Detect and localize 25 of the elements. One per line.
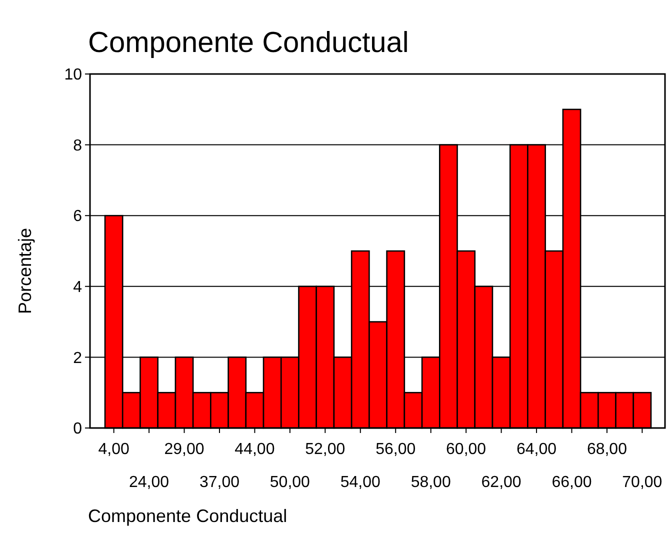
x-tick-label: 56,00 xyxy=(376,441,416,458)
x-tick-label: 70,00 xyxy=(622,474,662,491)
x-tick-label: 24,00 xyxy=(129,474,170,491)
y-axis-title: Porcentaje xyxy=(15,228,35,314)
y-tick-label: 0 xyxy=(73,420,82,438)
x-tick-label: 37,00 xyxy=(199,474,240,491)
x-tick-label: 68,00 xyxy=(586,441,628,458)
y-tick-label: 2 xyxy=(73,350,82,367)
x-tick-label: 58,00 xyxy=(410,474,451,491)
x-tick-label: 64,00 xyxy=(516,441,557,458)
y-tick-label: 4 xyxy=(73,279,82,296)
x-tick-label: 60,00 xyxy=(446,441,486,458)
x-tick-label: 52,00 xyxy=(305,441,346,458)
x-tick-label: 66,00 xyxy=(552,474,592,491)
x-tick-label: 4,00 xyxy=(98,441,130,458)
y-tick-label: 6 xyxy=(73,208,82,226)
y-tick-label: 10 xyxy=(64,66,82,84)
x-tick-label: 29,00 xyxy=(164,441,204,458)
x-tick-label: 44,00 xyxy=(234,441,275,458)
x-tick-label: 62,00 xyxy=(481,474,522,491)
x-tick-label: 54,00 xyxy=(340,474,381,491)
x-axis-title: Componente Conductual xyxy=(88,506,288,526)
chart-title: Componente Conductual xyxy=(88,27,409,59)
y-tick-label: 8 xyxy=(73,137,82,154)
x-tick-label: 50,00 xyxy=(270,474,310,491)
